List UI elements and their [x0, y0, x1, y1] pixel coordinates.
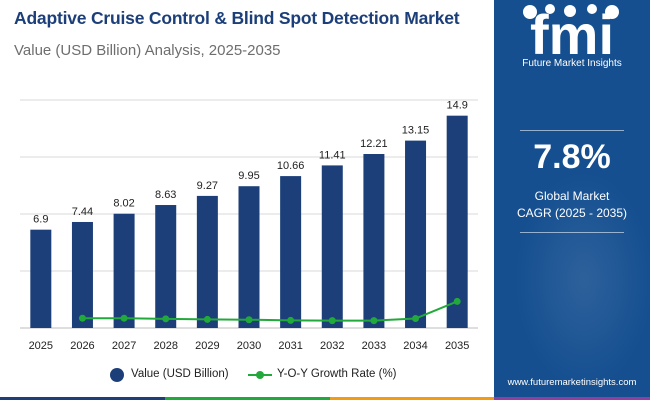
bar-label-2025: 6.9: [33, 214, 48, 226]
bar-label-2035: 14.9: [446, 100, 467, 112]
legend: Value (USD Billion) Y-O-Y Growth Rate (%…: [0, 366, 494, 384]
x-tick-2028: 2028: [153, 340, 177, 352]
x-tick-2027: 2027: [112, 340, 136, 352]
bar-label-2032: 11.41: [319, 149, 346, 161]
x-tick-2031: 2031: [278, 340, 302, 352]
bar-2035: [446, 115, 468, 328]
stripe-orange: [330, 397, 494, 400]
x-tick-2034: 2034: [403, 340, 427, 352]
legend-bar-label: Value (USD Billion): [131, 368, 229, 380]
bar-2031: [280, 176, 302, 328]
cagr-label-2: CAGR (2025 - 2035): [516, 206, 628, 220]
growth-point-2026: [78, 314, 86, 322]
chart: 6.9 7.44 8.02 8.63 9.27 9.95 10.66 11.41 12.21 13…: [20, 99, 478, 352]
legend-line-marker: [256, 371, 264, 379]
fmi-logo-icon: fmi: [523, 3, 619, 60]
bar-label-2028: 8.63: [155, 189, 176, 201]
x-tick-2025: 2025: [29, 340, 53, 352]
growth-point-2027: [120, 314, 128, 322]
x-tick-2030: 2030: [237, 340, 261, 352]
x-tick-2026: 2026: [70, 340, 94, 352]
bar-label-2026: 7.44: [72, 206, 93, 218]
growth-point-2030: [245, 316, 253, 324]
panel-texture: [514, 170, 650, 390]
logo-subtitle: Future Market Insights: [522, 58, 622, 69]
bar-2030: [238, 186, 260, 328]
bar-2026: [71, 221, 93, 328]
summary-panel: fmi Future Market Insights 7.8% Global M…: [494, 0, 650, 400]
growth-point-2029: [203, 315, 211, 323]
bar-label-2034: 13.15: [402, 125, 430, 137]
bar-2027: [113, 213, 135, 328]
growth-point-2033: [370, 317, 378, 325]
growth-point-2035: [453, 297, 461, 305]
x-tick-2032: 2032: [320, 340, 344, 352]
growth-point-2032: [328, 317, 336, 325]
bar-2028: [155, 205, 177, 328]
panel-divider-bottom: [520, 232, 624, 233]
website-link[interactable]: www.futuremarketinsights.com: [507, 377, 637, 388]
x-tick-2029: 2029: [195, 340, 219, 352]
panel-divider-top: [520, 130, 624, 131]
x-tick-2033: 2033: [362, 340, 386, 352]
legend-bar-swatch: [110, 368, 124, 382]
growth-point-2034: [412, 315, 420, 323]
chart-subtitle: Value (USD Billion) Analysis, 2025-2035: [14, 42, 281, 59]
bar-label-2031: 10.66: [277, 160, 305, 172]
growth-point-2031: [287, 316, 295, 324]
x-tick-2035: 2035: [445, 340, 469, 352]
growth-point-2028: [162, 315, 170, 323]
bar-2029: [196, 195, 218, 328]
stripe-green: [165, 397, 330, 400]
bar-label-2033: 12.21: [360, 138, 388, 150]
cagr-label-1: Global Market: [534, 189, 610, 203]
bar-2033: [363, 154, 385, 328]
stripe-blue: [0, 397, 165, 400]
chart-title: Adaptive Cruise Control & Blind Spot Det…: [14, 8, 460, 28]
cagr-value: 7.8%: [533, 138, 611, 176]
bar-2032: [321, 165, 343, 328]
legend-line-label: Y-O-Y Growth Rate (%): [277, 368, 397, 380]
bar-label-2029: 9.27: [197, 180, 218, 192]
bar-2034: [405, 140, 427, 328]
bar-2025: [30, 229, 52, 328]
growth-line: [82, 300, 458, 322]
stripe-purple: [494, 397, 650, 400]
bar-label-2030: 9.95: [238, 170, 259, 182]
bar-label-2027: 8.02: [113, 198, 134, 210]
